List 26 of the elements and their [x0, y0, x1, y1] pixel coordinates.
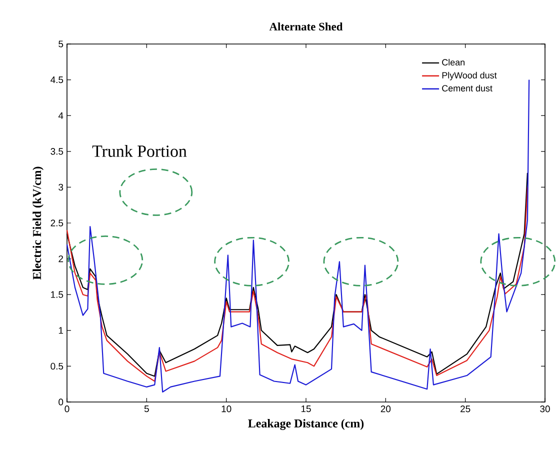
x-tick-label: 30 [540, 406, 550, 412]
line-series [66, 79, 530, 393]
x-tick-label: 15 [301, 406, 311, 412]
legend-label: Clean [442, 58, 464, 66]
x-tick-label: 25 [460, 406, 470, 412]
y-tick-label: 0 [58, 398, 64, 406]
y-tick-label: 2 [58, 255, 64, 262]
annotation: Trunk Portion [92, 145, 187, 157]
y-tick-label: 2.5 [50, 220, 64, 226]
legend-label: Cement dust [442, 84, 492, 92]
y-tick-label: 5 [58, 40, 64, 48]
x-tick-label: 10 [222, 406, 232, 412]
y-tick-label: 3 [58, 184, 64, 191]
x-axis-title: Leakage Distance (cm) [248, 419, 364, 430]
legend-label: PlyWood dust [442, 72, 497, 80]
x-tick-label: 0 [64, 406, 70, 412]
chart-title: Alternate Shed [269, 22, 343, 31]
y-axis-title: Electric Field (kV/cm) [32, 166, 44, 280]
y-tick-label: 0.5 [50, 362, 64, 370]
x-tick-label: 20 [380, 406, 391, 412]
x-tick-label: 5 [144, 406, 149, 412]
y-tick-label: 4 [58, 112, 64, 119]
y-tick-label: 3.5 [50, 148, 64, 155]
y-tick-label: 4.5 [50, 76, 64, 84]
y-tick-label: 1 [58, 327, 64, 334]
y-tick-label: 1.5 [51, 291, 64, 298]
